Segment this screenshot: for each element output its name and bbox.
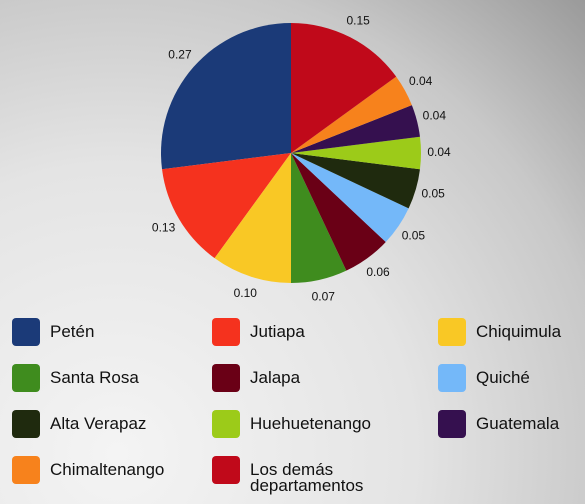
pie-slice [291,76,412,153]
legend-swatch [438,364,466,392]
data-label: 0.04 [409,74,433,88]
pie-slice [291,153,347,283]
legend-label: Alta Verapaz [50,414,147,433]
data-label: 0.05 [421,186,445,200]
legend-swatch [438,410,466,438]
legend-item: Petén [12,314,212,360]
pie-slice [291,153,420,209]
data-label: 0.04 [427,145,451,159]
data-label: 0.10 [234,286,258,300]
legend-label: Chimaltenango [50,460,165,479]
legend-item: Alta Verapaz [12,406,212,452]
legend-label: Jutiapa [250,322,305,341]
pie-slice [162,153,291,259]
legend-swatch [12,318,40,346]
legend-label: Los demás departamentos [250,460,364,495]
legend-swatch [212,410,240,438]
legend-item: Chimaltenango [12,452,212,498]
legend-item: Quiché [438,360,585,406]
pie-slice [291,153,386,271]
data-label: 0.15 [347,13,371,27]
pie-slice [160,23,291,170]
data-label: 0.13 [152,221,176,235]
legend-item: Jutiapa [212,314,438,360]
legend-swatch [12,456,40,484]
chart: 0.27 0.13 0.10 0.07 0.06 0.05 0.05 0.04 0.04 0.04… [152,13,451,304]
data-label: 0.06 [366,265,390,279]
legend-item: Chiquimula [438,314,585,360]
legend-label: Quiché [476,368,530,387]
pie-slice [291,153,409,242]
pie-slice [291,105,420,153]
data-label: 0.07 [312,290,336,304]
pie-slice [291,136,421,170]
pie-slice [214,153,291,283]
legend-label: Jalapa [250,368,301,387]
legend-swatch [212,364,240,392]
legend-item: Jalapa [212,360,438,406]
data-label: 0.04 [423,108,447,122]
data-label: 0.05 [402,228,426,242]
legend-label: Guatemala [476,414,560,433]
pie-slice [291,23,397,153]
legend-label: Huehuetenango [250,414,372,433]
legend-item: Santa Rosa [12,360,212,406]
data-label: 0.27 [168,47,192,61]
legend-item: Los demás departamentos [212,452,438,498]
legend-swatch [212,318,240,346]
legend-label: Petén [50,322,95,341]
legend-item: Huehuetenango [212,406,438,452]
legend-swatch [12,364,40,392]
legend: Petén Jutiapa Chiquimula Santa Rosa Jalapa Qu… [12,314,585,498]
legend-swatch [438,318,466,346]
legend-label: Chiquimula [476,322,562,341]
legend-label: Santa Rosa [50,368,139,387]
legend-swatch [212,456,240,484]
legend-swatch [12,410,40,438]
legend-item: Guatemala [438,406,585,452]
